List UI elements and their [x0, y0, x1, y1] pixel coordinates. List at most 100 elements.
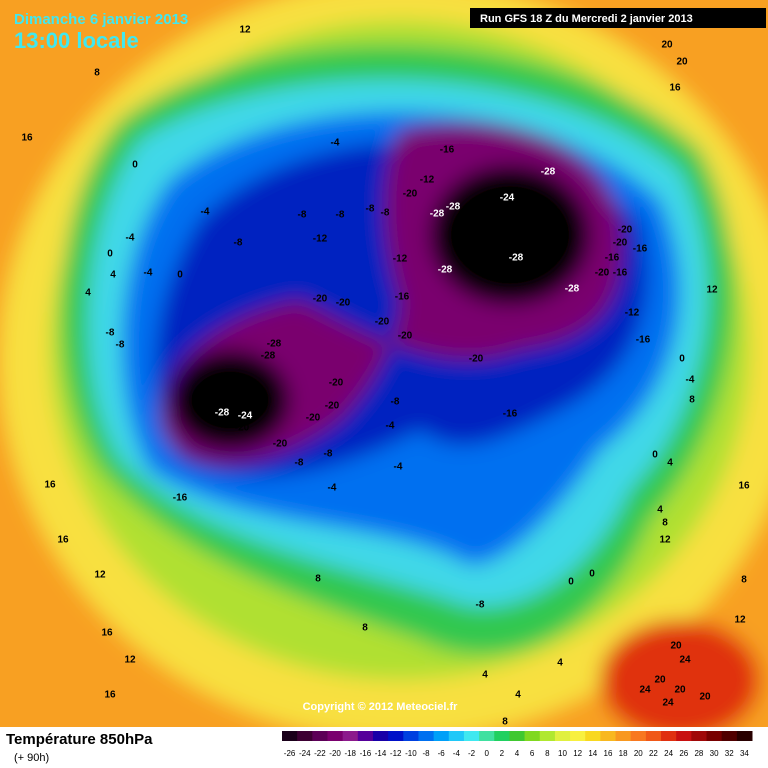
contour-label: 16 [21, 133, 33, 144]
contour-label: -8 [324, 449, 333, 460]
contour-label: -28 [565, 284, 580, 295]
contour-label: 4 [515, 690, 521, 701]
contour-label: -20 [235, 423, 250, 434]
contour-label: 0 [568, 577, 574, 588]
contour-label: 4 [557, 658, 563, 669]
contour-label: -12 [625, 308, 640, 319]
colorbar-tick-label: -6 [438, 749, 446, 758]
contour-label: -8 [476, 600, 485, 611]
contour-label: 24 [679, 655, 691, 666]
copyright: Copyright © 2012 Meteociel.fr [303, 701, 459, 713]
colorbar-tick-label: 22 [649, 749, 658, 758]
colorbar-swatch [297, 731, 313, 741]
contour-label: -16 [613, 268, 628, 279]
contour-label: 12 [706, 285, 718, 296]
contour-label: 0 [589, 569, 595, 580]
contour-label: -20 [273, 439, 288, 450]
contour-label: 4 [657, 505, 663, 516]
contour-label: -8 [234, 238, 243, 249]
colorbar-swatch [661, 731, 677, 741]
run-info: Run GFS 18 Z du Mercredi 2 janvier 2013 [480, 13, 693, 25]
contour-label: 12 [124, 655, 136, 666]
contour-label: -20 [618, 225, 633, 236]
contour-label: -8 [366, 204, 375, 215]
contour-label: -20 [325, 401, 340, 412]
contour-label: 20 [676, 57, 688, 68]
date-title: Dimanche 6 janvier 2013 [14, 11, 188, 28]
contour-label: 20 [699, 692, 711, 703]
contour-label: 0 [679, 354, 685, 365]
contour-label: 0 [107, 249, 113, 260]
contour-label: 16 [57, 535, 69, 546]
contour-label: 4 [110, 270, 116, 281]
contour-label: 8 [689, 395, 695, 406]
contour-label: 8 [662, 518, 668, 529]
contour-label: 24 [639, 685, 651, 696]
colorbar-tick-label: -16 [360, 749, 372, 758]
colorbar-tick-label: -24 [299, 749, 311, 758]
colorbar-tick-label: -22 [314, 749, 326, 758]
colorbar-tick-label: 4 [515, 749, 520, 758]
colorbar-tick-label: 0 [484, 749, 489, 758]
contour-label: -20 [306, 413, 321, 424]
colorbar-tick-label: -8 [422, 749, 430, 758]
variable-label: Température 850hPa [6, 731, 153, 748]
colorbar-swatch [736, 731, 753, 741]
contour-labels: 0-4-16-28-12-20 -24-28-28 -20-4-20-20-16-1… [21, 25, 750, 728]
contour-label: 20 [670, 641, 682, 652]
colorbar-tick-label: 16 [604, 749, 613, 758]
contour-label: -16 [605, 253, 620, 264]
colorbar-swatch [418, 731, 435, 741]
colorbar-swatch [433, 731, 450, 741]
contour-label: -24 [500, 193, 515, 204]
contour-label: 16 [738, 481, 750, 492]
colorbar-swatch [615, 731, 632, 741]
contour-label: -20 [329, 378, 344, 389]
colorbar-swatch [372, 731, 389, 741]
colorbar-tick-label: -26 [284, 749, 296, 758]
colorbar-tick-label: 24 [664, 749, 673, 758]
contour-label: -20 [478, 205, 493, 216]
colorbar-swatch [479, 731, 495, 741]
contour-label: -20 [398, 331, 413, 342]
contour-label: 4 [85, 288, 91, 299]
contour-label: 20 [654, 675, 666, 686]
colorbar-swatch [403, 731, 419, 741]
colorbar-swatch [539, 731, 556, 741]
forecast-step: (+ 90h) [14, 752, 49, 764]
contour-label: -20 [595, 268, 610, 279]
colorbar-swatch [706, 731, 723, 741]
contour-label: -16 [636, 335, 651, 346]
colorbar-swatch [312, 731, 328, 741]
contour-label: -8 [391, 397, 400, 408]
contour-label: -8 [381, 208, 390, 219]
colorbar-tick-label: 28 [694, 749, 703, 758]
run-box [470, 8, 766, 28]
colorbar-tick-label: -4 [453, 749, 461, 758]
colorbar-swatch [388, 731, 404, 741]
contour-label: 0 [132, 160, 138, 171]
colorbar-swatch [721, 731, 738, 741]
colorbar-tick-label: 20 [634, 749, 643, 758]
contour-label: 8 [94, 68, 100, 79]
colorbar-swatch [645, 731, 662, 741]
contour-label: -4 [144, 268, 153, 279]
contour-label: -24 [238, 411, 253, 422]
contour-label: 8 [315, 574, 321, 585]
contour-label: 12 [239, 25, 251, 36]
colorbar-tick-label: -18 [344, 749, 356, 758]
contour-label: -28 [541, 167, 556, 178]
colorbar-tick-label: -10 [405, 749, 417, 758]
contour-label: -28 [215, 408, 230, 419]
contour-label: 16 [44, 480, 56, 491]
colorbar-tick-label: 26 [679, 749, 688, 758]
colorbar-swatch [630, 731, 647, 741]
contour-label: -8 [106, 328, 115, 339]
contour-label: 8 [362, 623, 368, 634]
contour-label: -20 [403, 189, 418, 200]
contour-label: -4 [331, 138, 340, 149]
contour-label: -4 [126, 233, 135, 244]
